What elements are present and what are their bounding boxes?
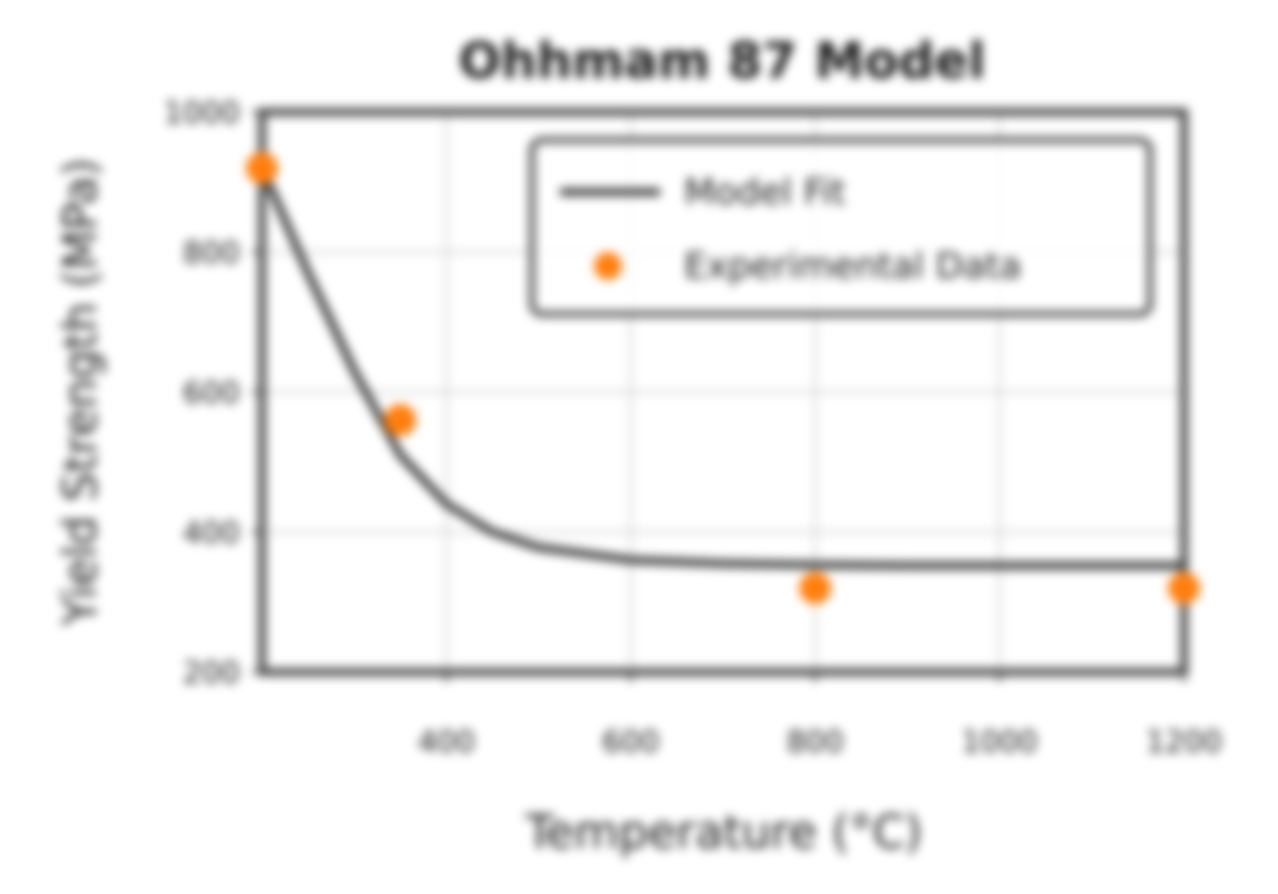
x-tick-label: 600	[602, 725, 659, 760]
y-tick-label: 1000	[164, 96, 240, 131]
data-point	[246, 152, 278, 184]
x-axis-ticks: 400 600 800 1000 1200	[418, 672, 1222, 760]
data-point	[384, 404, 417, 436]
y-axis-label: Yield Strength (MPa)	[53, 158, 107, 626]
x-tick-label: 1200	[1146, 725, 1222, 760]
x-tick-label: 800	[787, 725, 844, 760]
x-axis-label: Temperature (°C)	[524, 805, 922, 859]
y-tick-label: 200	[183, 656, 240, 691]
series-line-model-fit	[258, 164, 1188, 570]
y-tick-label: 800	[183, 236, 240, 271]
chart-title: Ohhmam 87 Model	[459, 32, 986, 90]
legend-box	[529, 137, 1153, 317]
series-points-experimental-data	[246, 152, 1200, 604]
legend-label-experimental-data: Experimental Data	[684, 246, 1021, 287]
data-point	[799, 572, 832, 604]
legend-label-model-fit: Model Fit	[684, 172, 846, 213]
y-axis-ticks: 200 400 600 800 1000	[164, 96, 262, 691]
legend-marker-swatch	[594, 252, 622, 280]
y-tick-label: 600	[183, 376, 240, 411]
y-tick-label: 400	[183, 516, 240, 551]
legend: Model Fit Experimental Data	[529, 137, 1153, 317]
data-point	[1168, 572, 1200, 604]
x-tick-label: 1000	[961, 725, 1037, 760]
x-tick-label: 400	[418, 725, 475, 760]
